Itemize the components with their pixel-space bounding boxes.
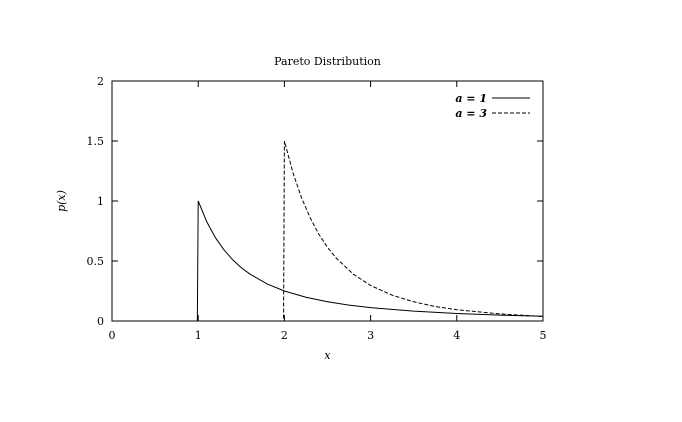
x-tick-label: 5: [540, 329, 547, 342]
y-tick-label: 1.5: [87, 135, 105, 148]
x-axis-label: x: [324, 349, 331, 362]
x-tick-label: 3: [367, 329, 374, 342]
y-tick-label: 0: [97, 315, 104, 328]
series-line-a3: [112, 140, 544, 322]
legend-label: a = 1: [455, 92, 487, 105]
x-tick-label: 2: [281, 329, 288, 342]
x-tick-label: 0: [109, 329, 116, 342]
legend: a = 1 a = 3: [455, 92, 530, 120]
x-tick-label: 1: [195, 329, 202, 342]
y-axis-label: p(x): [55, 190, 68, 212]
x-tick-label: 4: [453, 329, 460, 342]
y-tick-label: 0.5: [87, 255, 105, 268]
chart-title: Pareto Distribution: [274, 55, 381, 68]
series-line-a1: [112, 200, 544, 322]
y-tick-label: 1: [97, 195, 104, 208]
x-axis: 0 1 2 3 4 5: [109, 81, 547, 342]
series-group: [112, 140, 544, 322]
legend-label: a = 3: [455, 107, 487, 120]
y-tick-label: 2: [97, 75, 104, 88]
